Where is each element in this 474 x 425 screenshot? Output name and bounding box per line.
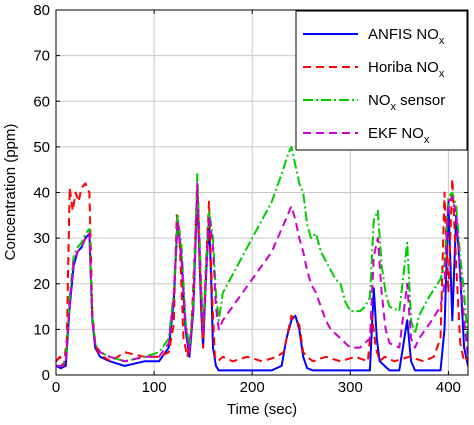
legend-label-name-1: Horiba NO [368,59,439,76]
legend-label-2: NOx sensor [368,92,445,113]
y-tick-label-0: 0 [42,367,50,384]
y-tick-label-2: 20 [33,276,50,293]
x-tick-label-2: 200 [240,379,265,396]
legend-label-name-3: EKF NO [368,125,424,142]
legend-label-name-2: NO [368,92,391,109]
y-tick-label-7: 70 [33,48,50,65]
legend-label-subscript-3: x [424,134,430,146]
series-line-3 [56,182,468,367]
legend-label-0: ANFIS NOx [368,26,445,47]
y-axis-label: Concentration (ppm) [2,124,19,261]
y-tick-label-6: 60 [33,93,50,110]
series-line-1 [56,177,468,367]
legend-label-subscript-2: x [391,101,397,113]
series-line-0 [56,191,468,372]
legend-label-3: EKF NOx [368,125,430,146]
y-tick-label-1: 10 [33,321,50,338]
y-tick-label-5: 50 [33,139,50,156]
series-group [56,145,468,372]
legend-label-1: Horiba NOx [368,59,445,80]
x-tick-label-3: 300 [338,379,363,396]
y-tick-label-8: 80 [33,2,50,19]
y-tick-label-3: 30 [33,230,50,247]
legend-label-subscript-1: x [439,68,445,80]
legend-label-name-0: ANFIS NO [368,26,439,43]
axis-ticks: 0 100 200 300 400 0 10 20 30 40 50 60 70 80 [33,2,468,396]
x-tick-label-0: 0 [52,379,60,396]
y-tick-label-4: 40 [33,185,50,202]
x-axis-label: Time (sec) [227,401,297,418]
legend-label-suffix-2: sensor [396,92,445,109]
legend-label-subscript-0: x [439,35,445,47]
x-tick-label-1: 100 [142,379,167,396]
x-tick-label-4: 400 [436,379,461,396]
